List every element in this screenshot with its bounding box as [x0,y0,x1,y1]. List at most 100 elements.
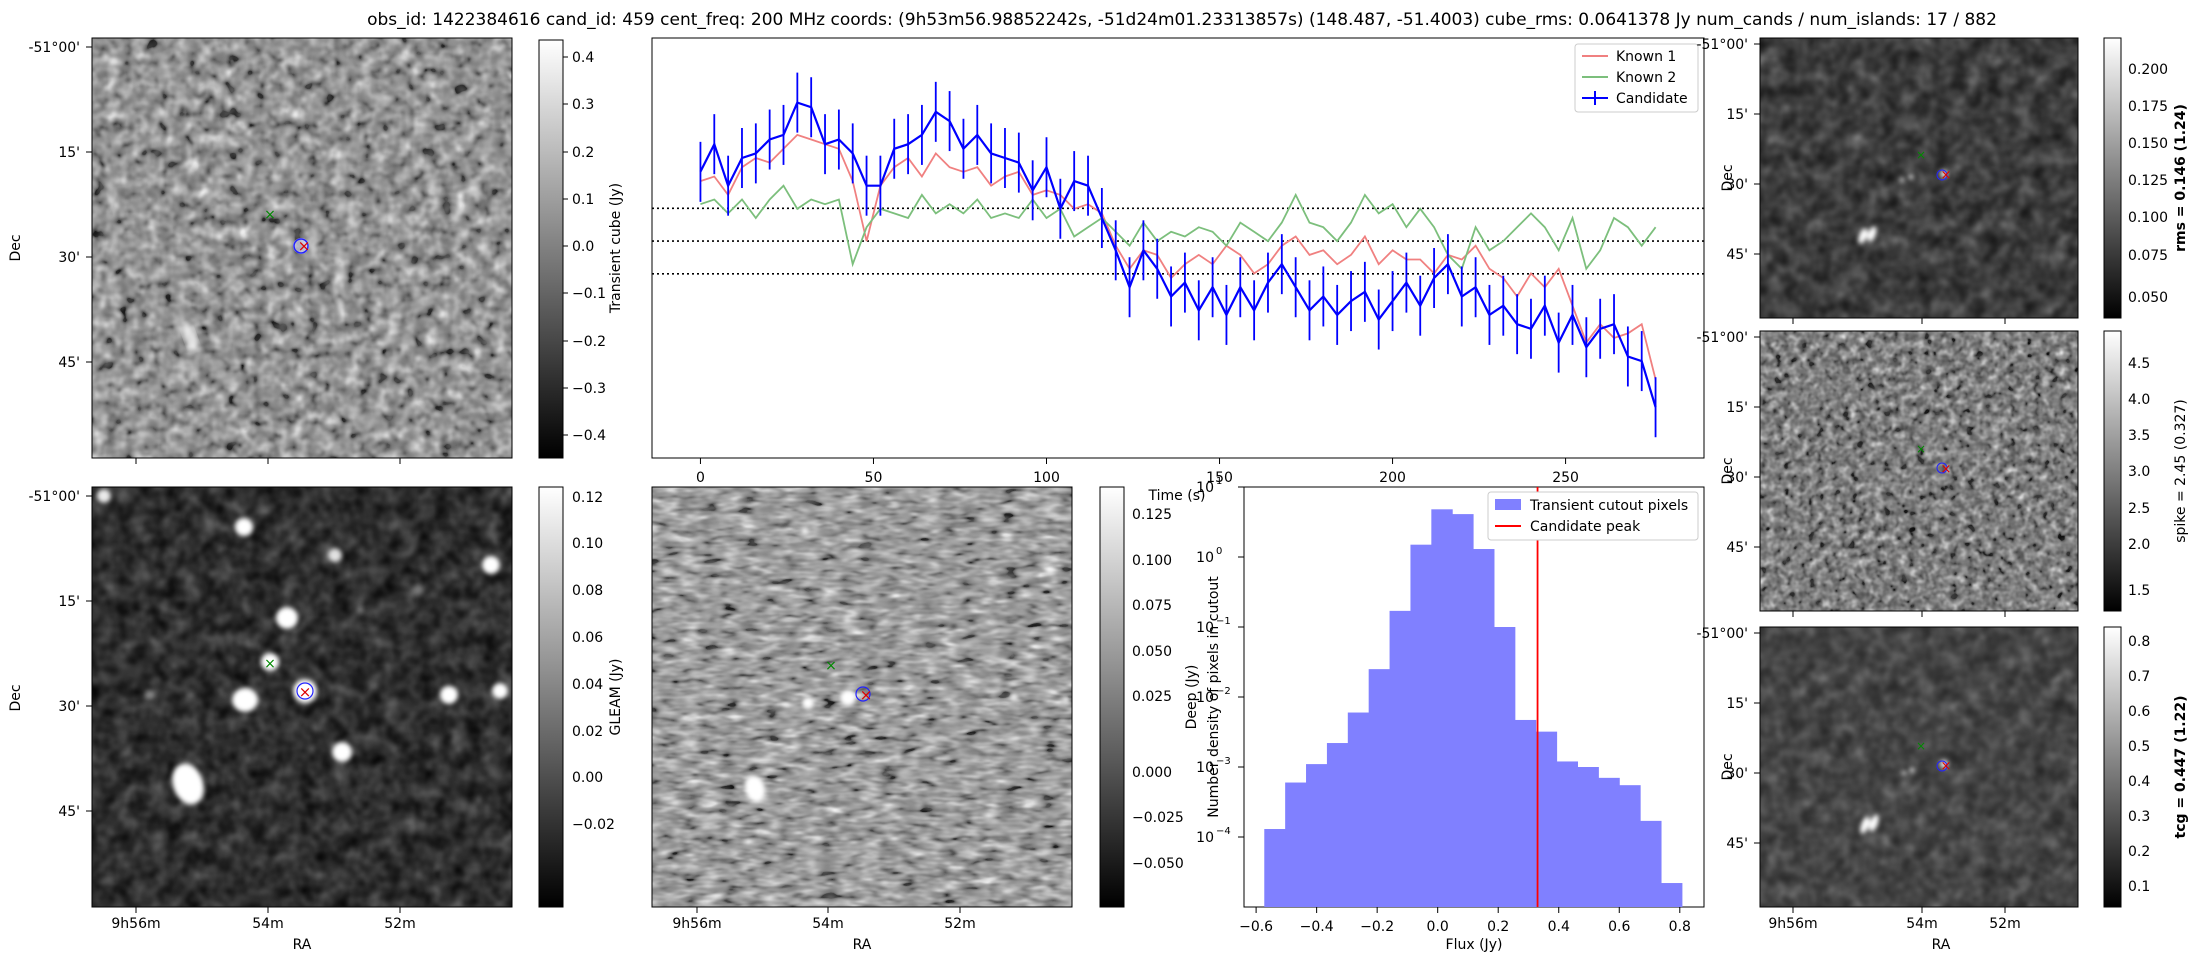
dec-tick-label: -51°00' [1696,37,1748,53]
dec-tick-label: 15' [58,594,80,610]
dec-tick-label: 45' [58,355,80,371]
svg-text:×: × [1916,442,1926,456]
colorbar-tick: 2.0 [2128,537,2150,553]
colorbar-tick: −0.1 [572,286,606,302]
histogram-bar [1473,549,1495,907]
y-tick-exponent: −2 [1216,686,1231,697]
dec-tick-label: 30' [1726,766,1748,782]
y-tick-exponent: −3 [1216,756,1231,767]
colorbar-tick: 0.125 [2128,173,2168,189]
histogram-bar [1368,669,1391,907]
figure-title: obs_id: 1422384616 cand_id: 459 cent_fre… [367,10,1997,30]
histogram-bar [1556,761,1578,907]
legend-entry: Candidate [1616,91,1688,107]
legend-entry: Candidate peak [1530,519,1641,535]
dec-tick-label: 30' [58,699,80,715]
series-known-2 [700,184,1657,271]
ra-tick-label: 54m [252,916,283,932]
colorbar-tick: 0.4 [572,50,594,66]
y-tick-exponent: 0 [1216,546,1222,557]
x-tick-label: 200 [1379,470,1406,486]
histogram-bar [1347,712,1370,907]
colorbar-tick: 0.00 [572,770,603,786]
ra-axis-label: RA [1932,937,1951,953]
dec-tick-label: 30' [1726,470,1748,486]
colorbar-tick: 0.025 [1132,689,1172,705]
x-tick-label: −0.2 [1360,919,1394,935]
dec-tick-label: 15' [58,145,80,161]
dec-tick-label: -51°00' [28,40,80,56]
colorbar-tick: 3.5 [2128,428,2150,444]
dec-axis-label: Dec [1720,164,1736,191]
dec-tick-label: 45' [58,804,80,820]
colorbar-tick: 1.5 [2128,583,2150,599]
colorbar-tick: −0.2 [572,334,606,350]
colorbar-tick: 4.5 [2128,356,2150,372]
y-tick-label: 10 [1196,480,1214,496]
lightcurve-legend: Known 1 Known 2 Candidate [1574,43,1699,113]
colorbar-tick: 0.100 [1132,553,1172,569]
series-line [700,184,1657,271]
dec-tick-label: 30' [1726,177,1748,193]
histogram-legend: Transient cutout pixels Candidate peak [1487,491,1699,541]
y-tick-exponent: 1 [1216,476,1222,487]
transient-colorbar: 0.4 0.3 0.2 0.1 0.0 −0.1 −0.2 −0.3 −0.4 … [538,39,624,459]
gleam-colorbar: 0.12 0.10 0.08 0.06 0.04 0.02 0.00 −0.02… [538,486,624,908]
colorbar-tick: 0.2 [2128,844,2150,860]
colorbar-tick: 0.7 [2128,669,2150,685]
rms-colorbar: 0.200 0.175 0.150 0.125 0.100 0.075 0.05… [2103,37,2189,319]
histogram-bar [1535,731,1558,907]
histogram-bar [1285,782,1307,907]
ra-tick-label: 54m [1906,916,1937,932]
colorbar-tick: 0.10 [572,536,603,552]
y-tick-exponent: −1 [1216,616,1231,627]
colorbar-tick: 0.0 [572,239,594,255]
svg-text:×: × [825,658,837,674]
histogram-bar [1640,820,1662,907]
ra-tick-label: 9h56m [672,916,721,932]
colorbar-tick: 0.02 [572,724,603,740]
y-tick-exponent: −4 [1216,826,1231,837]
histogram-bar [1598,777,1620,907]
lightcurve-panel: 0 50 100 150 200 250 Known 1 Known 2 Candidat… [651,37,1705,504]
colorbar-tick: 2.5 [2128,501,2150,517]
y-tick-label: 10 [1196,760,1214,776]
colorbar-tick: 0.08 [572,583,603,599]
ra-axis-label: RA [853,937,872,953]
ra-tick-label: 9h56m [1768,916,1817,932]
svg-text:×: × [860,686,873,704]
ra-tick-label: 52m [1989,916,2020,932]
tcg-colorbar: 0.8 0.7 0.6 0.5 0.4 0.3 0.2 0.1 tcg = 0.… [2103,626,2189,908]
known-source-cross: × [264,207,276,223]
colorbar-tick: 0.04 [572,677,603,693]
histogram-bar [1661,883,1683,907]
svg-text:×: × [1941,462,1952,477]
colorbar-label: tcg = 0.447 (1.22) [2173,696,2189,839]
colorbar-tick: 0.5 [2128,739,2150,755]
colorbar-tick: 0.150 [2128,136,2168,152]
colorbar-tick: −0.050 [1132,856,1184,872]
dec-tick-label: -51°00' [1696,330,1748,346]
x-tick-label: 0.0 [1427,919,1449,935]
x-tick-label: −0.6 [1239,919,1273,935]
colorbar-tick: 0.3 [572,97,594,113]
spike-image-panel: × × -51°00' 15' 30' 45' Dec 4.5 4.0 3.5 … [1696,330,2189,617]
dec-tick-label: 15' [1726,400,1748,416]
histogram-bar [1452,514,1474,907]
histogram-bar [1577,767,1599,907]
colorbar-label: rms = 0.146 (1.24) [2173,104,2189,252]
series-line [700,133,1657,380]
rms-image-panel: × × -51°00' 15' 30' 45' Dec 0.200 0.175 … [1696,37,2189,324]
colorbar-tick: −0.3 [572,381,606,397]
series-known-1 [700,133,1657,380]
histogram-bar [1493,627,1516,907]
colorbar-tick: 4.0 [2128,392,2150,408]
y-axis-label: Number density of pixels in cutout [1206,576,1222,818]
colorbar-label: Transient cube (Jy) [608,183,624,314]
colorbar-tick: 0.12 [572,490,603,506]
colorbar-tick: 0.8 [2128,634,2150,650]
colorbar-tick: 0.050 [2128,290,2168,306]
colorbar-label: spike = 2.45 (0.327) [2173,399,2189,543]
dec-tick-label: 15' [1726,696,1748,712]
